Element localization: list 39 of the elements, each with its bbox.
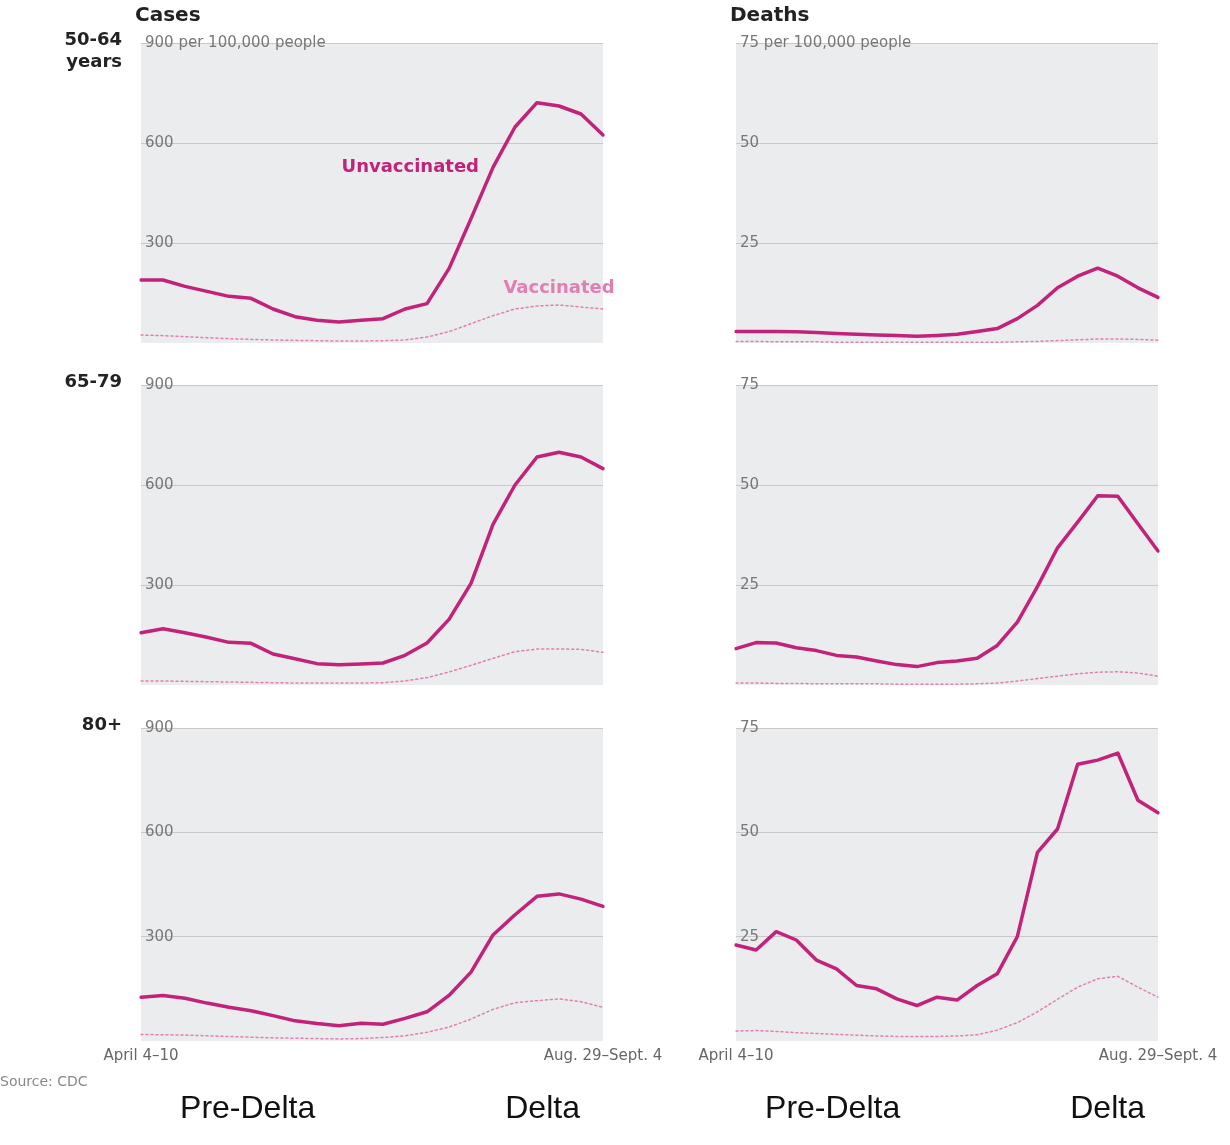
y-tick-label: 25 (740, 574, 760, 593)
text: Delta (505, 1088, 580, 1127)
text: Pre-Delta (765, 1088, 901, 1127)
y-tick-label: 300 (145, 926, 174, 945)
y-axis-title: 80+ (80, 713, 122, 735)
y-tick-label: 600 (145, 822, 174, 841)
y-axis-title: 65-79 (63, 370, 122, 392)
y-tick-label: 50 (740, 822, 760, 841)
y-tick-label: 75 (740, 374, 760, 393)
text: Delta (1070, 1088, 1145, 1127)
line-series (735, 975, 1159, 1038)
y-tick-label: 900 per 100,000 people (145, 32, 326, 51)
y-tick-label: 900 (145, 717, 174, 736)
series-label: Unvaccinated (341, 155, 479, 177)
x-tick-label: Aug. 29–Sept. 4 (543, 1045, 663, 1064)
x-tick-label: Aug. 29–Sept. 4 (1098, 1045, 1218, 1064)
line-series (140, 998, 604, 1040)
line-series (735, 671, 1159, 685)
y-tick-label: 25 (740, 232, 760, 251)
y-axis-title: 50-64 years (63, 28, 122, 72)
chart-title: Cases (135, 2, 201, 26)
y-tick-label: 900 (145, 374, 174, 393)
y-tick-label: 300 (145, 574, 174, 593)
y-tick-label: 600 (145, 474, 174, 493)
y-tick-label: 300 (145, 232, 174, 251)
series-label: Vaccinated (503, 275, 615, 297)
y-tick-label: 600 (145, 132, 174, 151)
y-tick-label: 25 (740, 926, 760, 945)
x-tick-label: April 4–10 (698, 1045, 774, 1064)
line-series (140, 648, 604, 684)
y-tick-label: 75 (740, 717, 760, 736)
y-tick-label: 50 (740, 474, 760, 493)
x-tick-label: April 4–10 (103, 1045, 179, 1064)
y-tick-label: 75 per 100,000 people (740, 32, 912, 51)
line-series (140, 304, 604, 342)
y-tick-label: 50 (740, 132, 760, 151)
text: Pre-Delta (180, 1088, 316, 1127)
chart-title: Deaths (730, 2, 810, 26)
source-note: Source: CDC (0, 1073, 88, 1089)
